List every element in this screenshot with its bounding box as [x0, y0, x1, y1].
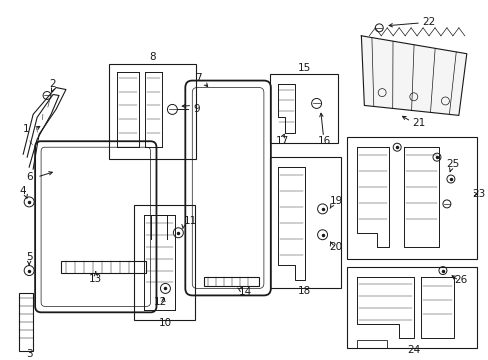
Text: 23: 23 — [471, 189, 485, 199]
Bar — [347, 266, 476, 348]
Text: 19: 19 — [329, 196, 342, 206]
Text: 2: 2 — [50, 78, 56, 89]
Text: 12: 12 — [154, 297, 167, 307]
Text: 10: 10 — [159, 318, 172, 328]
Text: 11: 11 — [183, 216, 196, 226]
Text: 25: 25 — [446, 159, 459, 169]
Text: 22: 22 — [422, 17, 435, 27]
Polygon shape — [361, 36, 466, 116]
Bar — [108, 64, 196, 159]
Text: 15: 15 — [298, 63, 311, 73]
Bar — [269, 73, 337, 143]
Text: 21: 21 — [411, 118, 425, 128]
Bar — [204, 276, 258, 287]
Text: 8: 8 — [149, 52, 156, 62]
Bar — [269, 157, 341, 288]
Text: 7: 7 — [195, 73, 201, 82]
Text: 1: 1 — [22, 124, 29, 134]
Bar — [357, 340, 386, 348]
Text: 20: 20 — [329, 242, 342, 252]
Text: 24: 24 — [407, 345, 420, 355]
Text: 18: 18 — [298, 287, 311, 296]
Text: 4: 4 — [20, 186, 26, 196]
Text: 13: 13 — [89, 274, 102, 284]
Text: 14: 14 — [238, 287, 251, 297]
Text: 5: 5 — [26, 252, 32, 262]
Bar — [61, 261, 145, 273]
Text: 16: 16 — [317, 136, 330, 146]
Bar — [133, 205, 195, 320]
Text: 26: 26 — [453, 275, 467, 285]
Text: 9: 9 — [193, 104, 200, 114]
Text: 17: 17 — [276, 136, 289, 146]
Bar — [347, 137, 476, 258]
Bar — [19, 293, 33, 351]
Text: 3: 3 — [26, 349, 32, 359]
Text: 6: 6 — [26, 172, 32, 182]
